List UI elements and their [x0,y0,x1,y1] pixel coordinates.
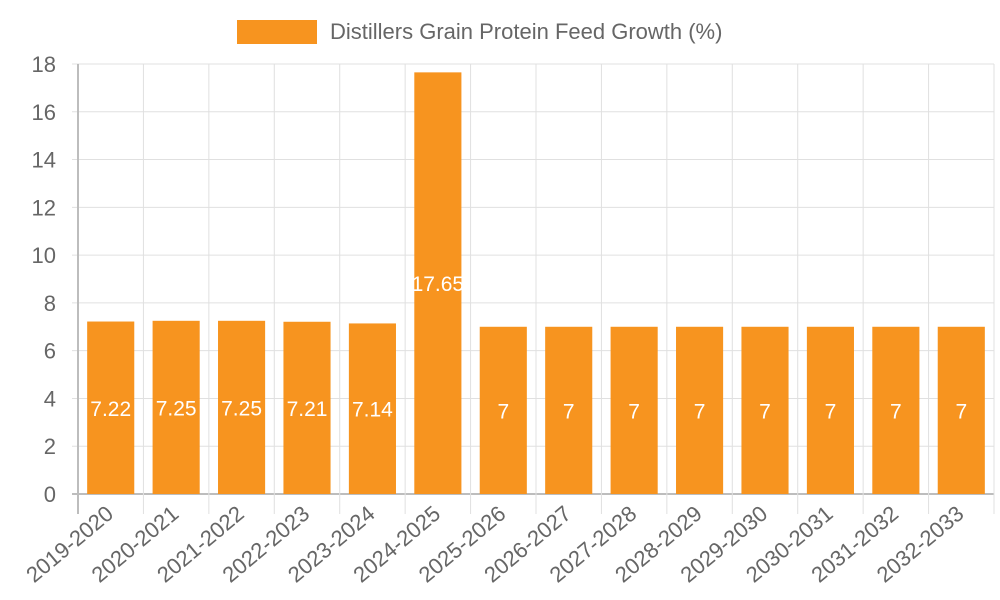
bar-value-label: 7.21 [287,398,328,421]
x-axis: 2019-20202020-20212021-20222022-20232023… [21,501,968,588]
y-tick-label: 8 [44,291,56,316]
bar[interactable] [152,320,200,494]
bar-value-label: 7.22 [90,398,131,421]
bar-value-label: 7.25 [221,397,262,420]
y-tick-label: 12 [32,195,56,220]
bar-value-label: 7 [890,400,902,423]
bar-value-label: 7 [759,400,771,423]
bar-value-label: 7 [955,400,967,423]
legend-label: Distillers Grain Protein Feed Growth (%) [330,19,723,44]
bar[interactable] [937,326,985,494]
chart-legend[interactable]: Distillers Grain Protein Feed Growth (%) [237,19,722,45]
bar-value-label: 7 [694,400,706,423]
bar[interactable] [610,326,658,494]
y-axis: 0 2 4 6 8 10 12 14 16 18 [32,52,56,507]
legend-swatch [237,20,317,44]
y-tick-label: 14 [32,148,56,173]
y-tick-label: 0 [44,482,56,507]
bar-value-label: 7 [628,400,640,423]
bar-value-label: 7.25 [156,397,197,420]
bars: 7.22 7.25 7.25 7.21 7.14 17.65 7 7 7 7 7 7 7 7 [87,72,985,494]
bar[interactable] [676,326,724,494]
bar-value-label: 7 [825,400,837,423]
bar[interactable] [806,326,854,494]
bar[interactable] [741,326,789,494]
grid-lines [72,63,995,514]
y-tick-label: 6 [44,339,56,364]
bar[interactable] [348,323,396,494]
y-tick-label: 10 [32,243,56,268]
bar[interactable] [479,326,527,494]
bar[interactable] [414,72,462,494]
y-tick-label: 2 [44,434,56,459]
bar-value-label: 17.65 [412,273,465,296]
bar[interactable] [87,321,135,494]
y-tick-label: 16 [32,100,56,125]
bar-value-label: 7 [563,400,575,423]
bar-value-label: 7.14 [352,399,393,422]
bar-value-label: 7 [497,400,509,423]
bar[interactable] [218,320,266,494]
bar[interactable] [545,326,593,494]
bar[interactable] [283,321,331,494]
y-tick-label: 18 [32,52,56,77]
bar[interactable] [872,326,920,494]
y-tick-label: 4 [44,386,56,411]
